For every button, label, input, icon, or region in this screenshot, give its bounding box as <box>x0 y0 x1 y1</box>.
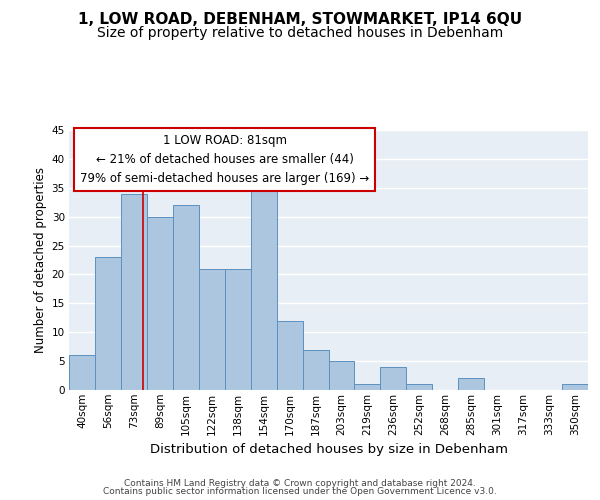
Text: 1 LOW ROAD: 81sqm
← 21% of detached houses are smaller (44)
79% of semi-detached: 1 LOW ROAD: 81sqm ← 21% of detached hous… <box>80 134 370 185</box>
Text: Size of property relative to detached houses in Debenham: Size of property relative to detached ho… <box>97 26 503 40</box>
Text: 1, LOW ROAD, DEBENHAM, STOWMARKET, IP14 6QU: 1, LOW ROAD, DEBENHAM, STOWMARKET, IP14 … <box>78 12 522 28</box>
Bar <box>277 320 302 390</box>
X-axis label: Distribution of detached houses by size in Debenham: Distribution of detached houses by size … <box>149 443 508 456</box>
Bar <box>355 384 380 390</box>
Text: Contains HM Land Registry data © Crown copyright and database right 2024.: Contains HM Land Registry data © Crown c… <box>124 478 476 488</box>
Bar <box>406 384 432 390</box>
Bar <box>562 384 588 390</box>
Bar <box>380 367 406 390</box>
Text: Contains public sector information licensed under the Open Government Licence v3: Contains public sector information licen… <box>103 487 497 496</box>
Bar <box>302 350 329 390</box>
Bar <box>121 194 147 390</box>
Bar <box>329 361 355 390</box>
Bar <box>251 188 277 390</box>
Bar <box>225 268 251 390</box>
Bar <box>458 378 484 390</box>
Bar <box>69 356 95 390</box>
Bar <box>95 257 121 390</box>
Bar <box>199 268 224 390</box>
Y-axis label: Number of detached properties: Number of detached properties <box>34 167 47 353</box>
Bar <box>173 205 199 390</box>
Bar <box>147 216 173 390</box>
